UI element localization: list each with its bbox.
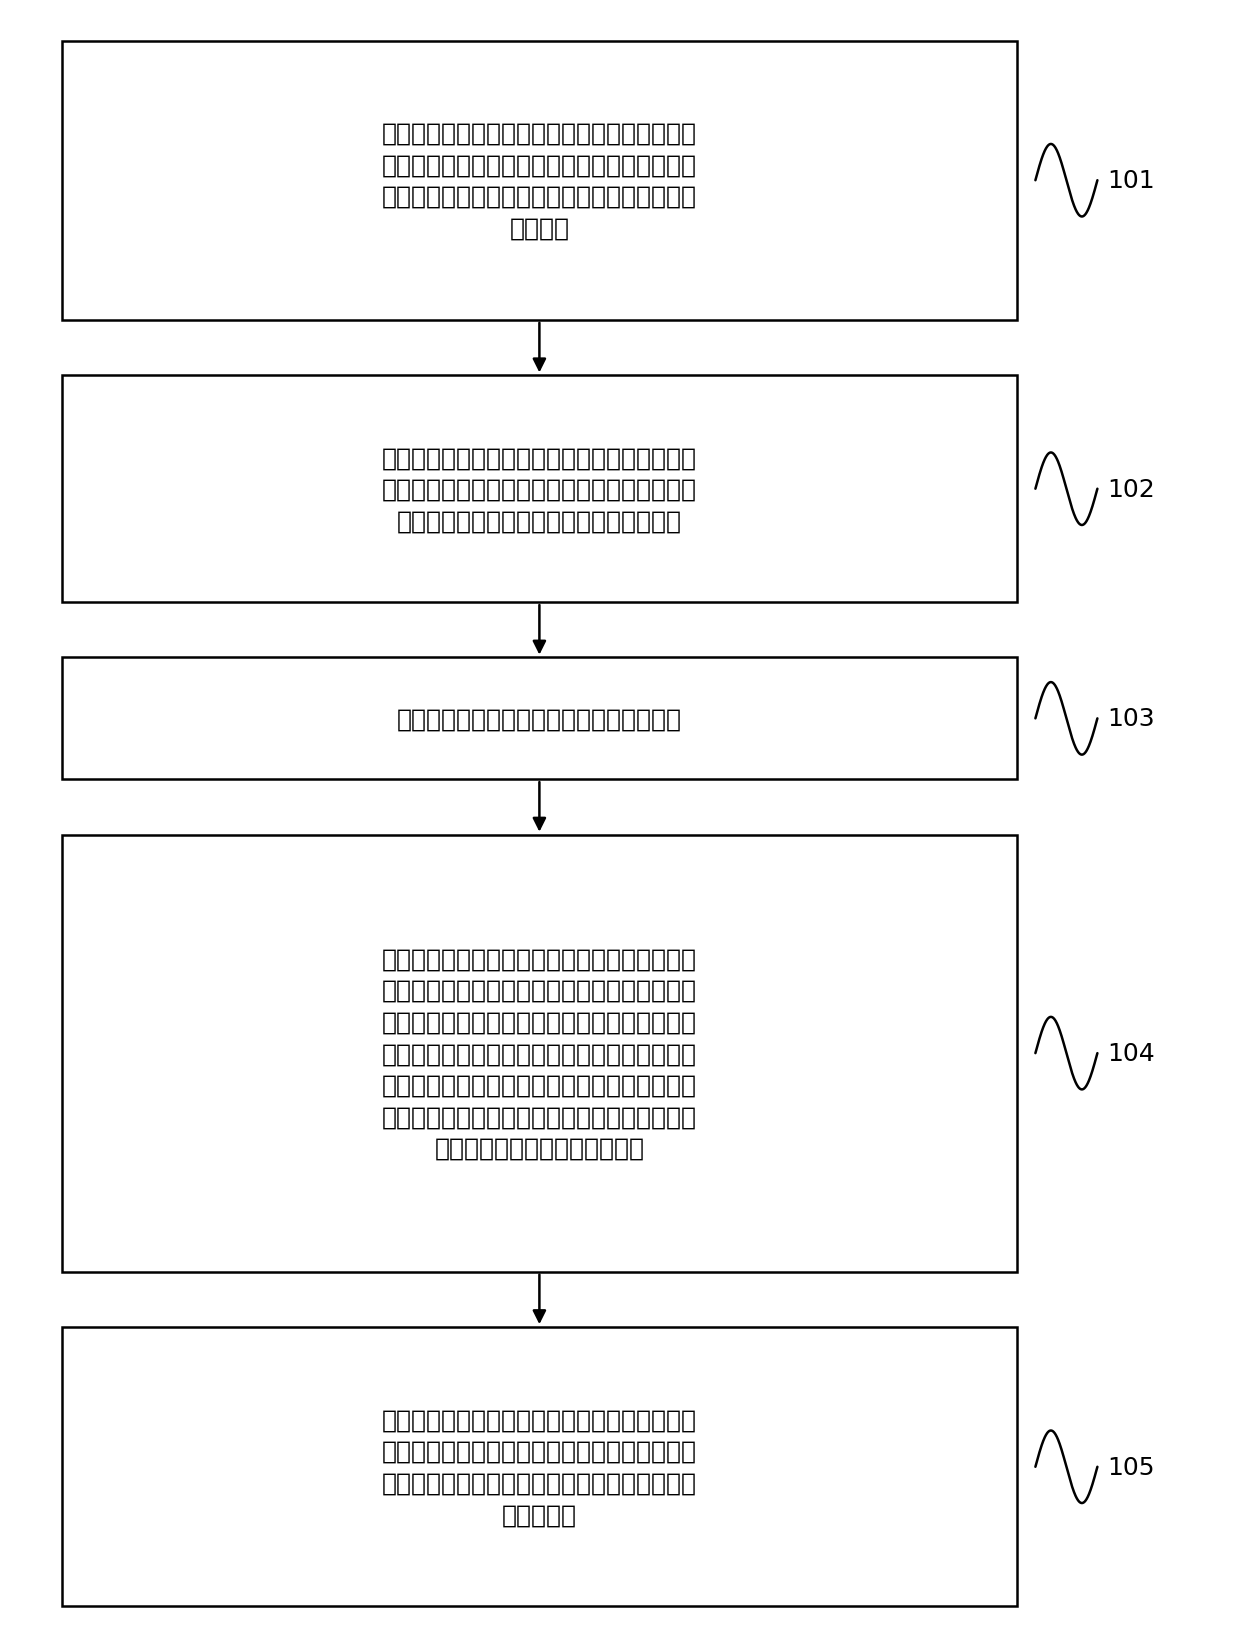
Text: 104: 104 (1107, 1042, 1156, 1066)
Text: 基于设备参数确定热电设备的热功率和电功率的
约束条件、风电设备的电功率的约束条件以及风
电设备和热电设备的电功率之和的约束条件: 基于设备参数确定热电设备的热功率和电功率的 约束条件、风电设备的电功率的约束条件… (382, 447, 697, 532)
Text: 101: 101 (1107, 170, 1154, 193)
Text: 在符合热电设备的热功率和电功率的约束条件、
风电设备的电功率的约束条件、风电设备和热电
设备的电功率之和的约束条件以及区域热网的储
能约束条件的前提下，以满足热: 在符合热电设备的热功率和电功率的约束条件、 风电设备的电功率的约束条件、风电设备… (382, 946, 697, 1160)
Bar (62, 658, 1017, 780)
Bar (62, 41, 1017, 321)
Text: 获取风电设备和热电设备的设备参数，并获取区
域热网的储能参数，该设备参数用于表示设备的
工作能力，该储能参数用于表示区域热网储存热
量的能力: 获取风电设备和热电设备的设备参数，并获取区 域热网的储能参数，该设备参数用于表示… (382, 122, 697, 241)
Text: 基于储能参数确定区域热网的储能约束条件: 基于储能参数确定区域热网的储能约束条件 (397, 707, 682, 732)
Bar (62, 836, 1017, 1272)
Bar (62, 1327, 1017, 1607)
Text: 103: 103 (1107, 707, 1154, 732)
Text: 向风电设备发送风电出力消纳指令，并向热电设
备发送调度指令，该风电出力消纳指令包括风电
设备的电功率，该调度指令包括热电设备的热功
率和电功率: 向风电设备发送风电出力消纳指令，并向热电设 备发送调度指令，该风电出力消纳指令包… (382, 1407, 697, 1526)
Text: 105: 105 (1107, 1455, 1154, 1478)
Text: 102: 102 (1107, 478, 1156, 501)
Bar (62, 376, 1017, 603)
